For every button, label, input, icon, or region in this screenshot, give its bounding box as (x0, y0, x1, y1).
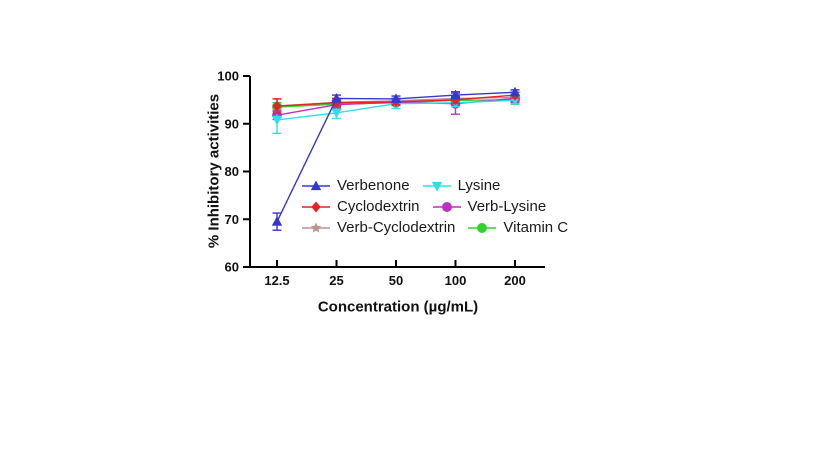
legend-item-verbenone: Verbenone (301, 177, 410, 194)
marker-verbenone (509, 86, 521, 97)
legend-item-verb-cyclodextrin: Verb-Cyclodextrin (301, 219, 455, 236)
legend-marker-lysine (422, 181, 451, 191)
legend-label-verb-cyclodextrin: Verb-Cyclodextrin (337, 219, 456, 236)
legend-row: Cyclodextrin Verb-Lysine (301, 197, 568, 216)
legend-symbol-verb-lysine (441, 201, 452, 212)
marker-lysine (271, 115, 283, 126)
legend-symbol-verbenone (310, 180, 322, 190)
marker-lysine (331, 108, 342, 119)
legend-label-lysine: Lysine (457, 177, 501, 194)
x-tick-label: 100 (445, 273, 467, 288)
legend-row: Verbenone Lysine (301, 176, 568, 195)
marker-cyclodextrin (272, 100, 282, 112)
legend-label-verbenone: Verbenone (337, 177, 410, 194)
legend-item-cyclodextrin: Cyclodextrin (301, 198, 420, 215)
y-tick-label: 100 (217, 69, 239, 84)
legend-marker-verb-cyclodextrin (302, 222, 330, 232)
legend-symbol-lysine (431, 181, 442, 191)
chart-legend: Verbenone Lysine Cyclodextrin Verb-Lysin… (301, 176, 568, 237)
legend-label-verb-lysine: Verb-Lysine (467, 198, 547, 215)
y-tick-label: 60 (225, 260, 239, 275)
legend-item-verb-lysine: Verb-Lysine (432, 198, 547, 215)
x-tick-label: 12.5 (264, 273, 289, 288)
marker-verbenone (450, 89, 461, 100)
legend-marker-cyclodextrin (302, 201, 330, 212)
legend-marker-verb-lysine (432, 201, 461, 212)
legend-item-vitamin-c: Vitamin C (467, 219, 568, 236)
legend-symbol-cyclodextrin (311, 201, 321, 212)
legend-label-cyclodextrin: Cyclodextrin (337, 198, 420, 215)
legend-symbol-verb-cyclodextrin (310, 222, 322, 232)
x-tick-label: 200 (504, 273, 526, 288)
marker-verbenone (271, 216, 283, 226)
marker-verbenone (331, 92, 342, 103)
x-axis-title: Concentration (µg/mL) (317, 298, 479, 316)
legend-label-vitamin-c: Vitamin C (503, 219, 569, 236)
x-tick-label: 25 (329, 273, 343, 288)
y-tick-label: 90 (225, 116, 239, 131)
legend-item-lysine: Lysine (422, 177, 501, 194)
marker-verbenone (390, 93, 402, 104)
legend-row: Verb-Cyclodextrin Vitamin C (301, 218, 568, 237)
legend-symbol-vitamin-c (477, 222, 488, 233)
y-axis-title: % Inhibitory activities (205, 93, 223, 249)
legend-marker-verbenone (302, 180, 330, 190)
y-tick-label: 80 (225, 164, 239, 179)
y-tick-label: 70 (225, 212, 239, 227)
legend-marker-vitamin-c (468, 222, 497, 233)
x-tick-label: 50 (389, 273, 403, 288)
